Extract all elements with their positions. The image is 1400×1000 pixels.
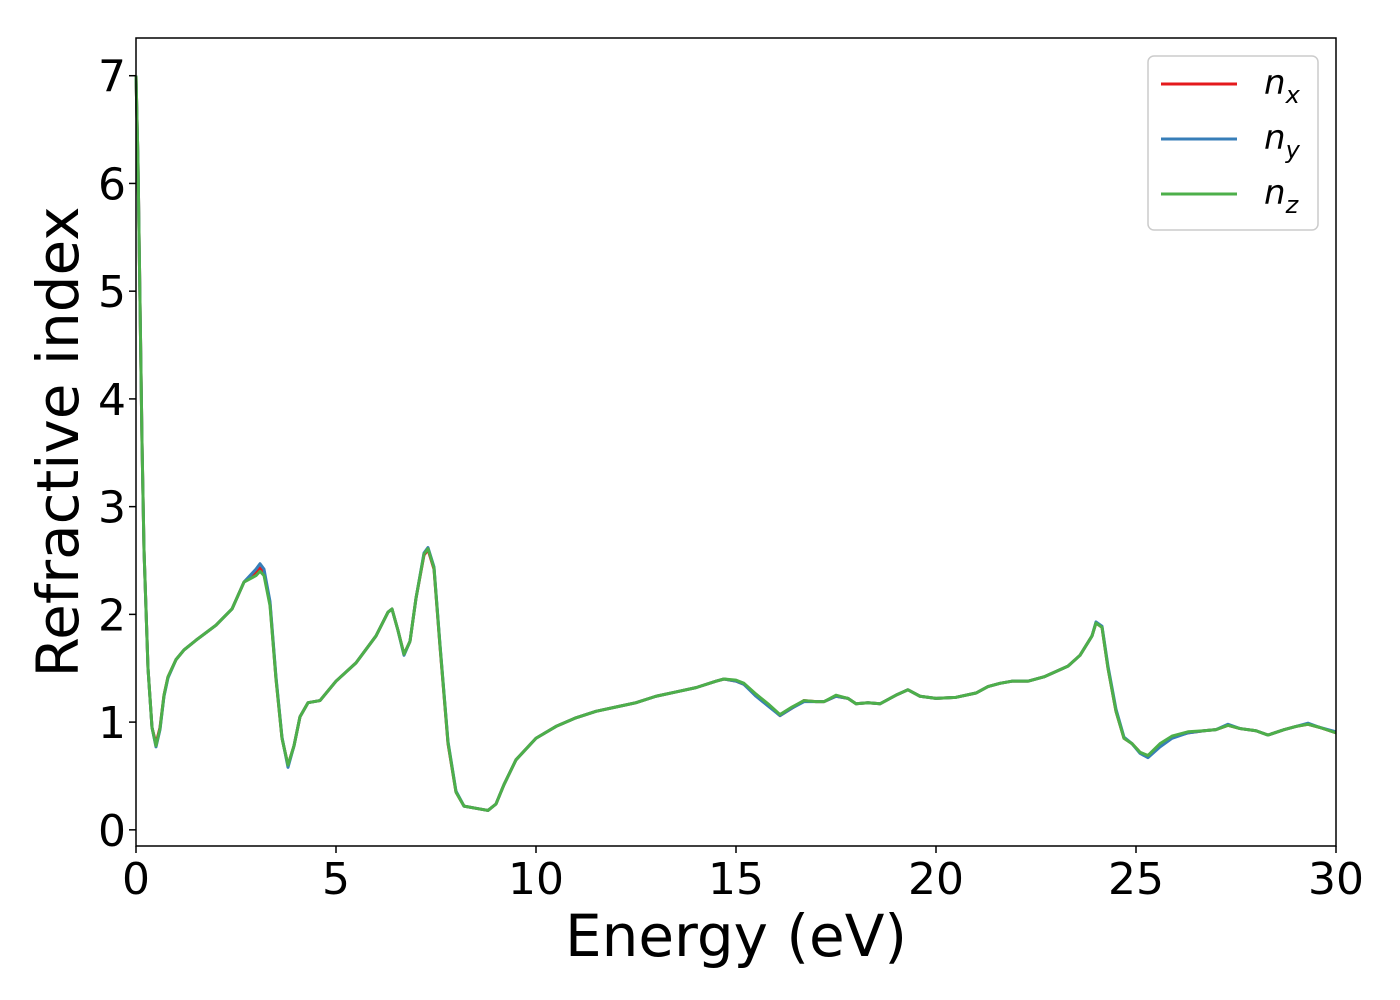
x-tick-label: 25 <box>1108 854 1164 905</box>
y-tick-label: 2 <box>98 590 126 641</box>
x-tick-label: 10 <box>508 854 564 905</box>
x-tick-label: 5 <box>322 854 350 905</box>
y-tick-label: 5 <box>98 267 126 318</box>
legend-label-subscript: x <box>1285 81 1301 109</box>
legend-box <box>1147 55 1319 231</box>
legend-label-subscript: z <box>1285 191 1300 219</box>
y-tick-label: 6 <box>98 159 126 210</box>
legend-label-x: nx <box>1264 63 1301 109</box>
legend-label-z: nz <box>1264 173 1300 219</box>
y-tick-label: 4 <box>98 375 126 426</box>
series-layer <box>134 75 1337 812</box>
legend-label-subscript: y <box>1285 136 1301 164</box>
x-axis-label: Energy (eV) <box>565 902 907 970</box>
series-line-z <box>134 75 1337 812</box>
legend-label-main: n <box>1264 173 1286 213</box>
y-tick-label: 1 <box>98 698 126 749</box>
x-tick-label: 30 <box>1308 854 1364 905</box>
y-tick-label: 3 <box>98 483 126 534</box>
legend-label-main: n <box>1264 63 1286 103</box>
x-tick-label: 0 <box>122 854 150 905</box>
y-axis-label: Refractive index <box>24 206 92 677</box>
y-tick-label: 7 <box>98 52 126 103</box>
legend-label-main: n <box>1264 118 1286 158</box>
y-tick-label: 0 <box>98 806 126 857</box>
x-axis-ticks: 0 5 10 15 20 25 30 <box>122 846 1364 905</box>
x-tick-label: 15 <box>708 854 764 905</box>
legend-label-y: ny <box>1264 118 1301 164</box>
y-axis-ticks: 0 1 2 3 4 5 6 7 <box>98 52 136 857</box>
x-tick-label: 20 <box>908 854 964 905</box>
